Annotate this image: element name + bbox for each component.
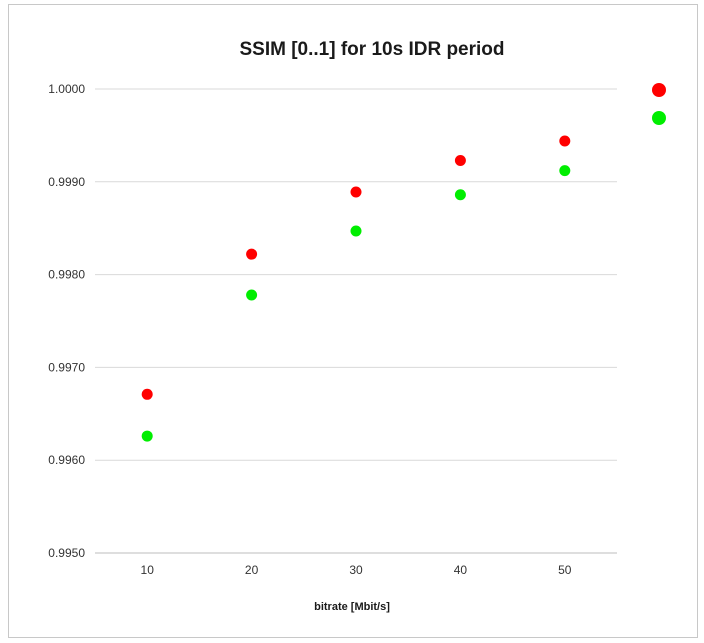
x-axis-label: bitrate [Mbit/s] — [314, 601, 390, 613]
data-point — [246, 290, 257, 301]
data-point — [351, 187, 362, 198]
data-point — [455, 155, 466, 166]
legend-marker — [652, 111, 666, 125]
data-point — [455, 189, 466, 200]
data-point — [142, 389, 153, 400]
x-tick-label: 40 — [454, 563, 468, 577]
chart-title: SSIM [0..1] for 10s IDR period — [240, 39, 505, 60]
x-tick-label: 30 — [349, 563, 363, 577]
y-tick-label: 0.9950 — [48, 546, 85, 560]
y-tick-label: 0.9970 — [48, 360, 85, 374]
data-point — [559, 135, 570, 146]
y-tick-label: 1.0000 — [48, 82, 85, 96]
data-point — [246, 249, 257, 260]
x-tick-label: 50 — [558, 563, 572, 577]
legend-marker — [652, 83, 666, 97]
x-tick-label: 10 — [141, 563, 155, 577]
y-tick-labels: 0.9950 0.9960 0.9970 0.9980 0.9990 1.0000 — [48, 82, 85, 560]
legend — [652, 83, 666, 125]
x-tick-label: 20 — [245, 563, 259, 577]
x-tick-labels: 10 20 30 40 50 — [141, 563, 572, 577]
y-tick-label: 0.9990 — [48, 175, 85, 189]
y-tick-label: 0.9960 — [48, 453, 85, 467]
data-point — [142, 431, 153, 442]
data-point — [559, 165, 570, 176]
data-point — [351, 225, 362, 236]
y-tick-label: 0.9980 — [48, 268, 85, 282]
gridlines — [95, 89, 617, 553]
